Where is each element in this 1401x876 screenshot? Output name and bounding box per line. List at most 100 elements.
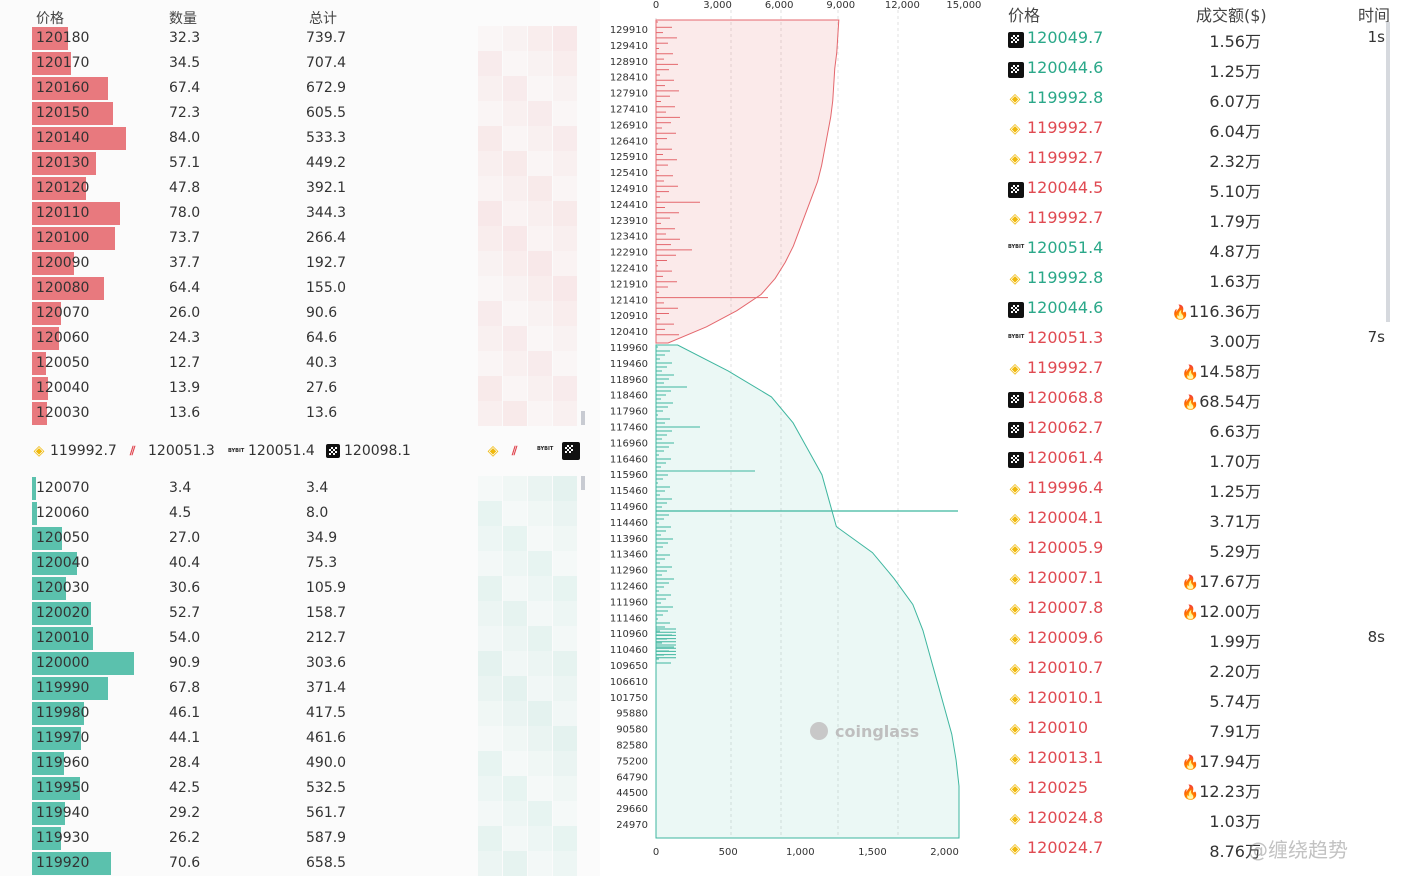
bid-row[interactable]: 120030 30.6 105.9: [0, 576, 600, 601]
trade-row[interactable]: ◈ 119992.8 1.63万: [1000, 264, 1401, 294]
trade-row[interactable]: BYBIT 120051.4 4.87万: [1000, 234, 1401, 264]
ask-row[interactable]: 120030 13.6 13.6: [0, 401, 600, 426]
price-tick-label: 117960: [610, 407, 648, 418]
depth-bar: [32, 477, 36, 500]
depth-bar: [32, 27, 69, 50]
trade-row[interactable]: ◈ 120024.7 8.76万: [1000, 834, 1401, 864]
ask-total: 392.1: [306, 180, 347, 196]
bid-price: 119920: [36, 855, 90, 871]
heatmap-cell: [553, 226, 577, 251]
binance-icon[interactable]: ◈: [487, 443, 499, 459]
heatmap-cell: [503, 526, 527, 551]
trade-price: 120024.7: [1027, 838, 1104, 857]
bid-row[interactable]: 120050 27.0 34.9: [0, 526, 600, 551]
ask-qty: 13.6: [169, 405, 201, 421]
bid-price: 120050: [36, 530, 90, 546]
ask-row[interactable]: 120070 26.0 90.6: [0, 301, 600, 326]
trade-row[interactable]: ◈ 120005.9 5.29万: [1000, 534, 1401, 564]
trade-row[interactable]: ◈ 120025 🔥12.23万: [1000, 774, 1401, 804]
trade-row[interactable]: ◈ 119992.8 6.07万: [1000, 84, 1401, 114]
bid-row[interactable]: 119920 70.6 658.5: [0, 851, 600, 876]
ask-row[interactable]: 120100 73.7 266.4: [0, 226, 600, 251]
trade-row[interactable]: ◈ 119992.7 6.04万: [1000, 114, 1401, 144]
trade-row[interactable]: ◈ 120010.7 2.20万: [1000, 654, 1401, 684]
bybit-icon[interactable]: BYBIT: [537, 446, 554, 452]
binance-icon: ◈: [1009, 481, 1021, 497]
trade-row[interactable]: ◈ 120010.1 5.74万: [1000, 684, 1401, 714]
bid-row[interactable]: 119950 42.5 532.5: [0, 776, 600, 801]
trade-row[interactable]: 120062.7 6.63万: [1000, 414, 1401, 444]
bitget-icon[interactable]: ⫽: [512, 444, 518, 458]
ask-row[interactable]: 120040 13.9 27.6: [0, 376, 600, 401]
ask-scroll-mark[interactable]: [581, 411, 585, 425]
trade-amount: 🔥116.36万: [1171, 302, 1261, 321]
heatmap-cell: [553, 26, 577, 51]
trade-row[interactable]: 120049.7 1.56万 1s: [1000, 24, 1401, 54]
price-tick-label: 122410: [610, 264, 648, 275]
bid-row[interactable]: 120040 40.4 75.3: [0, 551, 600, 576]
trade-row[interactable]: 120044.5 5.10万: [1000, 174, 1401, 204]
ask-row[interactable]: 120110 78.0 344.3: [0, 201, 600, 226]
heatmap-cell: [503, 826, 527, 851]
trade-row[interactable]: ◈ 120004.1 3.71万: [1000, 504, 1401, 534]
heatmap-cell: [528, 276, 552, 301]
trade-row[interactable]: ◈ 119996.4 1.25万: [1000, 474, 1401, 504]
bid-row[interactable]: 119930 26.2 587.9: [0, 826, 600, 851]
bid-row[interactable]: 119940 29.2 561.7: [0, 801, 600, 826]
trade-amount: 5.10万: [1209, 182, 1261, 201]
ask-row[interactable]: 120170 34.5 707.4: [0, 51, 600, 76]
trade-row[interactable]: BYBIT 120051.3 3.00万 7s: [1000, 324, 1401, 354]
heatmap-cell: [553, 76, 577, 101]
heatmap-cell: [553, 526, 577, 551]
ask-row[interactable]: 120180 32.3 739.7: [0, 26, 600, 51]
trade-row[interactable]: 120044.6 1.25万: [1000, 54, 1401, 84]
ask-row[interactable]: 120050 12.7 40.3: [0, 351, 600, 376]
binance-icon: ◈: [1009, 781, 1021, 797]
trade-row[interactable]: ◈ 120010 7.91万: [1000, 714, 1401, 744]
bid-row[interactable]: 120000 90.9 303.6: [0, 651, 600, 676]
fire-icon: 🔥: [1181, 575, 1200, 591]
trade-row[interactable]: ◈ 120024.8 1.03万: [1000, 804, 1401, 834]
bid-row[interactable]: 120060 4.5 8.0: [0, 501, 600, 526]
trade-row[interactable]: ◈ 119992.7 🔥14.58万: [1000, 354, 1401, 384]
ask-row[interactable]: 120130 57.1 449.2: [0, 151, 600, 176]
bid-row[interactable]: 120020 52.7 158.7: [0, 601, 600, 626]
heatmap-cell: [553, 751, 577, 776]
ask-row[interactable]: 120150 72.3 605.5: [0, 101, 600, 126]
trade-row[interactable]: 120068.8 🔥68.54万: [1000, 384, 1401, 414]
ask-row[interactable]: 120160 67.4 672.9: [0, 76, 600, 101]
trade-row[interactable]: ◈ 120007.8 🔥12.00万: [1000, 594, 1401, 624]
bid-row[interactable]: 119970 44.1 461.6: [0, 726, 600, 751]
depth-chart[interactable]: 0 3,000 6,000 9,000 12,000 15,000 0 500 1,000 1,5…: [600, 0, 1000, 876]
bid-row[interactable]: 120070 3.4 3.4: [0, 476, 600, 501]
trade-row[interactable]: ◈ 119992.7 2.32万: [1000, 144, 1401, 174]
ask-row[interactable]: 120120 47.8 392.1: [0, 176, 600, 201]
depth-bar: [32, 552, 78, 575]
bid-row[interactable]: 119960 28.4 490.0: [0, 751, 600, 776]
exchange-price-bybit[interactable]: BYBIT 120051.4: [228, 443, 315, 459]
bid-row[interactable]: 119980 46.1 417.5: [0, 701, 600, 726]
bid-scroll-mark[interactable]: [581, 476, 585, 490]
binance-icon: ◈: [1009, 751, 1021, 767]
trades-scrollbar[interactable]: [1386, 22, 1390, 322]
depth-chart-panel: 0 3,000 6,000 9,000 12,000 15,000 0 500 1,000 1,5…: [600, 0, 1000, 876]
trade-row[interactable]: 120061.4 1.70万: [1000, 444, 1401, 474]
ask-row[interactable]: 120080 64.4 155.0: [0, 276, 600, 301]
ask-row[interactable]: 120090 37.7 192.7: [0, 251, 600, 276]
heatmap-cell: [528, 601, 552, 626]
ask-row[interactable]: 120060 24.3 64.6: [0, 326, 600, 351]
trade-row[interactable]: ◈ 120013.1 🔥17.94万: [1000, 744, 1401, 774]
price-tick-label: 82580: [616, 741, 648, 752]
trade-row[interactable]: 120044.6 🔥116.36万: [1000, 294, 1401, 324]
bid-row[interactable]: 119990 67.8 371.4: [0, 676, 600, 701]
trade-row[interactable]: ◈ 119992.7 1.79万: [1000, 204, 1401, 234]
bid-row[interactable]: 120010 54.0 212.7: [0, 626, 600, 651]
ask-row[interactable]: 120140 84.0 533.3: [0, 126, 600, 151]
exchange-price-okx[interactable]: 120098.1: [326, 443, 411, 459]
okx-icon[interactable]: [562, 442, 580, 460]
trade-row[interactable]: ◈ 120007.1 🔥17.67万: [1000, 564, 1401, 594]
price-tick-label: 121910: [610, 279, 648, 290]
trade-row[interactable]: ◈ 120009.6 1.99万 8s: [1000, 624, 1401, 654]
exchange-price-bitget[interactable]: ⫽ 120051.3: [130, 443, 215, 459]
exchange-price-binance[interactable]: ◈ 119992.7: [32, 443, 117, 459]
